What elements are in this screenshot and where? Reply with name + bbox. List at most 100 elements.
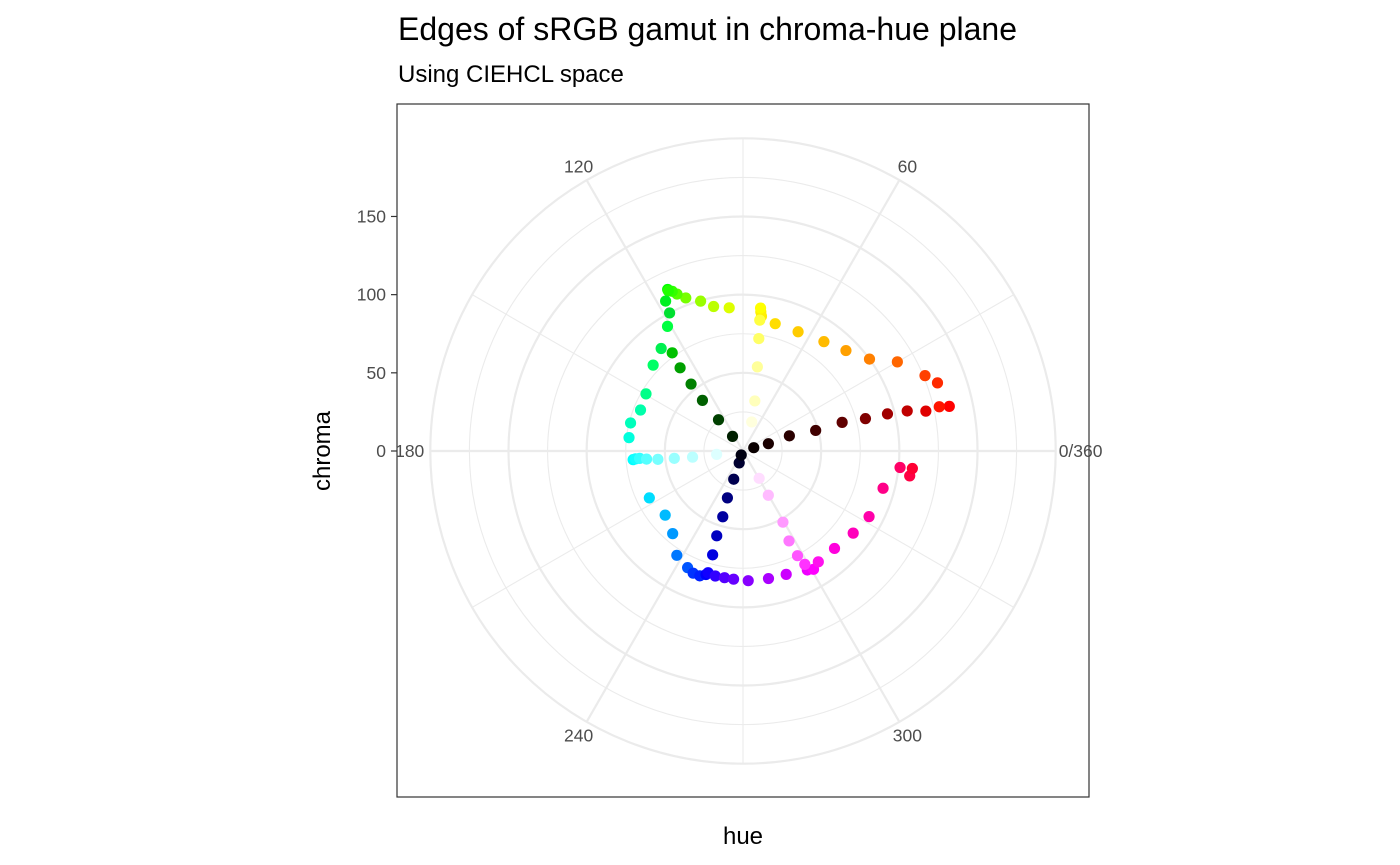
data-point — [696, 394, 709, 406]
grid-spoke — [742, 179, 901, 452]
data-point — [742, 575, 754, 587]
data-point — [847, 527, 859, 539]
data-point — [643, 492, 655, 504]
data-point — [877, 482, 889, 494]
data-point — [812, 556, 824, 568]
data-point — [686, 451, 699, 463]
data-point — [674, 362, 686, 374]
data-point — [753, 332, 765, 345]
data-point — [694, 295, 707, 307]
data-point — [891, 356, 903, 368]
data-point — [662, 285, 674, 297]
data-point — [920, 405, 932, 417]
data-point — [828, 542, 841, 555]
data-point — [717, 511, 729, 523]
data-point — [746, 416, 758, 428]
data-point — [840, 344, 852, 357]
y-tick-label: 0 — [376, 441, 386, 461]
data-point — [661, 320, 674, 332]
x-tick-label: 0/360 — [1059, 441, 1103, 461]
data-point — [659, 509, 671, 521]
data-point — [749, 395, 761, 407]
y-tick-label: 50 — [367, 363, 387, 383]
data-point — [894, 461, 906, 474]
data-point — [792, 326, 804, 338]
data-point — [943, 400, 955, 412]
data-point — [836, 416, 848, 428]
data-point — [754, 302, 767, 314]
data-point — [727, 573, 740, 585]
chart-subtitle: Using CIEHCL space — [398, 61, 624, 88]
data-point — [748, 442, 760, 454]
data-point — [728, 473, 740, 485]
data-point — [707, 549, 719, 561]
chart-title: Edges of sRGB gamut in chroma-hue plane — [398, 11, 1017, 47]
data-point — [711, 448, 723, 460]
data-point — [647, 359, 659, 371]
y-axis-title: chroma — [309, 410, 336, 491]
data-point — [660, 295, 672, 307]
data-point — [810, 424, 822, 437]
data-point — [818, 336, 830, 348]
data-point — [652, 453, 664, 465]
data-point — [711, 530, 723, 542]
data-point — [634, 404, 647, 416]
y-tick-label: 150 — [357, 206, 386, 226]
x-tick-label: 60 — [898, 156, 918, 176]
data-point — [777, 516, 789, 528]
grid-spoke-minor — [471, 294, 744, 452]
data-point — [762, 489, 774, 501]
data-point — [754, 314, 766, 326]
data-point — [721, 492, 734, 504]
data-point — [780, 568, 792, 580]
data-point — [712, 414, 725, 426]
data-point — [624, 417, 637, 429]
x-tick-label: 120 — [564, 156, 593, 176]
data-point — [791, 550, 804, 562]
data-point — [881, 408, 894, 420]
data-point — [769, 318, 781, 330]
grid-spoke — [585, 450, 744, 723]
data-points — [623, 283, 955, 587]
x-axis-labels: 0/360 60 120 180 240 300 — [395, 156, 1103, 745]
data-point — [783, 535, 795, 547]
data-point — [667, 528, 679, 540]
x-axis-title: hue — [723, 823, 763, 850]
data-point — [919, 370, 931, 382]
data-point — [906, 462, 918, 475]
data-point — [666, 347, 678, 359]
y-axis: 0 50 100 150 — [357, 206, 397, 461]
data-point — [655, 342, 667, 355]
data-point — [640, 453, 653, 465]
grid-spoke-minor — [742, 450, 1015, 608]
data-point — [751, 361, 763, 373]
data-point — [783, 430, 795, 442]
x-tick-label: 240 — [564, 726, 593, 746]
data-point — [735, 449, 747, 461]
data-point — [753, 472, 765, 484]
data-point — [663, 307, 676, 319]
data-point — [863, 511, 875, 523]
data-point — [680, 292, 692, 304]
data-point — [762, 438, 774, 450]
data-point — [685, 378, 697, 390]
data-point — [668, 452, 680, 464]
data-point — [718, 572, 731, 584]
data-point — [726, 430, 739, 442]
data-point — [863, 353, 876, 365]
data-point — [901, 405, 913, 417]
x-tick-label: 180 — [395, 441, 424, 461]
data-point — [859, 413, 872, 425]
data-point — [671, 549, 683, 561]
data-point — [799, 558, 811, 570]
data-point — [640, 388, 652, 400]
data-point — [762, 572, 775, 585]
data-point — [708, 300, 720, 313]
data-point — [931, 377, 944, 389]
data-point — [623, 432, 635, 444]
grid-spoke-minor — [742, 294, 1015, 452]
x-tick-label: 300 — [893, 726, 922, 746]
data-point — [723, 302, 735, 314]
data-point — [709, 570, 721, 582]
